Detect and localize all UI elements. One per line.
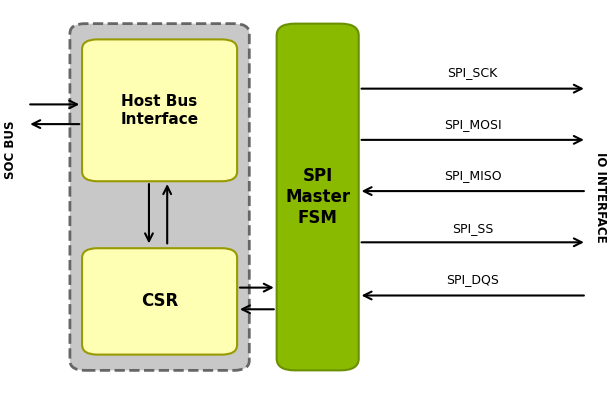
Text: SPI
Master
FSM: SPI Master FSM — [285, 167, 350, 227]
Text: SPI_MOSI: SPI_MOSI — [444, 118, 502, 130]
FancyBboxPatch shape — [277, 24, 359, 370]
Text: SPI_SS: SPI_SS — [452, 222, 494, 235]
FancyBboxPatch shape — [82, 39, 237, 181]
FancyBboxPatch shape — [82, 248, 237, 355]
Text: SOC BUS: SOC BUS — [4, 121, 18, 179]
Text: IO INTERFACE: IO INTERFACE — [594, 152, 607, 242]
Text: SPI_DQS: SPI_DQS — [446, 273, 499, 286]
FancyBboxPatch shape — [70, 24, 249, 370]
Text: SPI_SCK: SPI_SCK — [447, 67, 498, 79]
Text: CSR: CSR — [141, 292, 178, 310]
Text: SPI_MISO: SPI_MISO — [444, 169, 502, 182]
Text: Host Bus
Interface: Host Bus Interface — [120, 94, 199, 126]
